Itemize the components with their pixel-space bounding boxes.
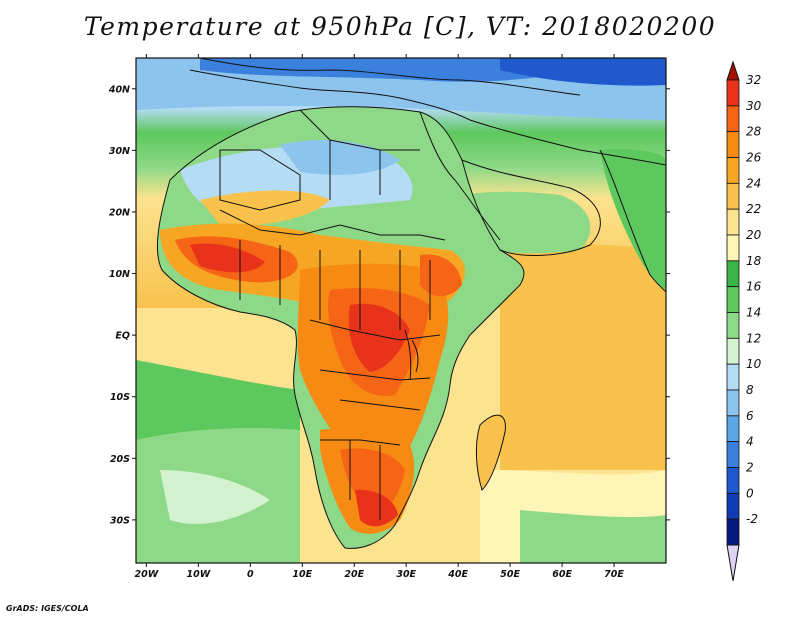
map-title: Temperature at 950hPa [C], VT: 201802020… (83, 12, 717, 41)
colorbar-box (726, 286, 740, 313)
colorbar-label: 30 (746, 99, 762, 113)
colorbar-box (726, 415, 740, 443)
colorbar-box (726, 131, 740, 158)
lon-ticks (145, 54, 615, 567)
colorbar-box (726, 441, 740, 468)
lat-labels: 40N 30N 20N 10N EQ 10S 20S 30S (108, 84, 130, 526)
map-plot-area (136, 58, 666, 563)
lat-label: 20N (109, 207, 130, 218)
lat-label: 30S (110, 515, 130, 526)
lat-label: 30N (109, 146, 130, 157)
lon-label: 20E (344, 569, 364, 580)
colorbar-top-arrow (726, 60, 740, 81)
colorbar-box (726, 337, 740, 365)
colorbar-box (726, 467, 740, 494)
lon-label: 10E (292, 569, 312, 580)
colorbar-box (726, 79, 740, 107)
colorbar-box (726, 389, 740, 417)
lat-label: 40N (108, 84, 130, 95)
coastlines (156, 58, 666, 549)
lon-label: 50E (500, 569, 520, 580)
colorbar-label: 16 (746, 280, 762, 294)
lat-ticks (132, 88, 670, 521)
colorbar-label: 14 (746, 306, 761, 320)
colorbar-box (726, 312, 740, 339)
colorbar-box (726, 492, 740, 520)
grads-credit: GrADS: IGES/COLA (6, 604, 89, 613)
colorbar-box (726, 208, 740, 236)
colorbar-label: 10 (746, 357, 762, 371)
colorbar-label: 22 (746, 202, 761, 216)
colorbar-box (726, 234, 740, 262)
lon-label: 30E (396, 569, 416, 580)
colorbar-label: 2 (746, 461, 754, 475)
colorbar-label: 32 (746, 73, 761, 87)
lon-label: 40E (447, 569, 468, 580)
lat-label: 10S (110, 392, 130, 403)
colorbar-label: 28 (746, 125, 762, 139)
colorbar-label: 8 (746, 383, 754, 397)
colorbar-box (726, 363, 740, 391)
lat-label: 20S (110, 454, 130, 465)
colorbar-box (726, 182, 740, 210)
colorbar-box (726, 105, 740, 133)
map-frame (135, 57, 667, 564)
lon-labels: 20W 10W 0 10E 20E 30E 40E 50E 60E 70E (135, 569, 625, 580)
colorbar-label: 12 (746, 331, 761, 345)
lat-label: EQ (115, 331, 130, 342)
lon-label: 20W (135, 569, 159, 580)
lon-label: 70E (604, 569, 624, 580)
colorbar-box (726, 518, 740, 546)
colorbar-box (726, 260, 740, 288)
colorbar-bottom-arrow (726, 544, 740, 582)
colorbar-box (726, 157, 740, 184)
colorbar-label: 6 (746, 409, 754, 423)
madagascar (475, 414, 506, 491)
colorbar-label: 20 (746, 228, 762, 242)
colorbar-label: 24 (746, 176, 761, 190)
colorbar-label: 0 (746, 486, 754, 500)
colorbar-label: 18 (746, 254, 762, 268)
lon-label: 0 (247, 569, 254, 580)
colorbar-label: 26 (746, 151, 762, 165)
colorbar-label: -2 (746, 512, 758, 526)
lon-label: 60E (552, 569, 572, 580)
lat-label: 10N (109, 269, 130, 280)
lon-label: 10W (187, 569, 211, 580)
colorbar-label: 4 (746, 435, 754, 449)
